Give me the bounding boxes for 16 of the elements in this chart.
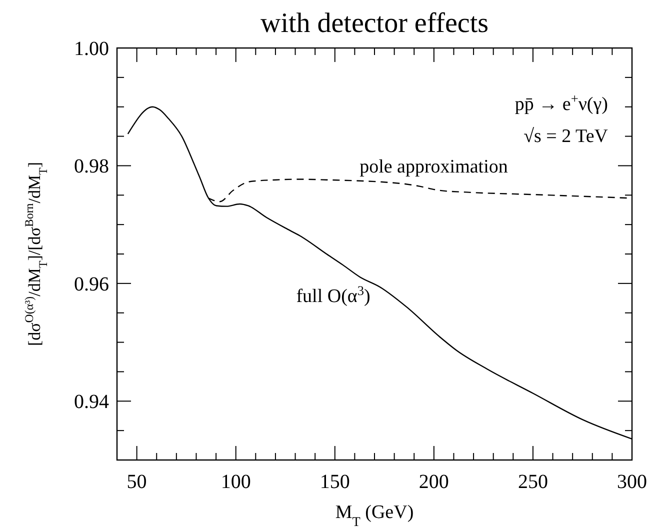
x-tick-label: 100: [220, 471, 251, 493]
x-axis-title: M$_{T}$ (GeV): [335, 502, 414, 528]
y-tick-label: 1.00: [74, 38, 109, 60]
chart-title: with detector effects: [260, 8, 489, 39]
annotation: pp̄ → e$^{+}$ν(γ): [514, 90, 608, 115]
x-tick-label: 150: [320, 471, 350, 493]
y-tick-label: 0.96: [74, 273, 109, 296]
y-tick-label: 0.98: [74, 156, 109, 178]
x-tick-label: 300: [617, 471, 647, 493]
series-label: full O(α$^{3}$): [296, 282, 370, 307]
x-tick-label: 200: [418, 471, 449, 493]
y-tick-label: 0.94: [74, 391, 109, 414]
x-tick-label: 250: [518, 471, 548, 493]
series-label: pole approximation: [360, 156, 508, 178]
annotation: √s = 2 TeV: [524, 126, 608, 147]
x-tick-label: 50: [126, 471, 147, 493]
